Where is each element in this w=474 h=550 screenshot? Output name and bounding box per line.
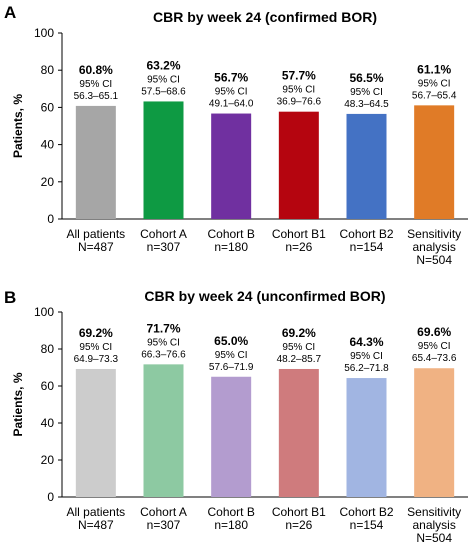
panel-b-y-tick-label: 100 [34, 305, 54, 319]
panel-b-category-label: analysis [412, 518, 455, 532]
panel-b-ci-range-label: 57.6–71.9 [209, 362, 254, 373]
panel-a-bar [75, 105, 116, 219]
panel-a-category-label: n=26 [285, 240, 312, 254]
panel-a-category-label: All patients [66, 227, 125, 241]
panel-b-data-label: 64.3% [349, 335, 383, 349]
panel-a-category-label: N=487 [78, 240, 114, 254]
panel-a-ci-range-label: 56.7–65.4 [412, 90, 457, 101]
panel-a-y-tick-label: 100 [34, 26, 54, 40]
panel-b-category-label: n=154 [350, 518, 384, 532]
panel-a-ci-range-label: 48.3–64.5 [344, 99, 389, 110]
panel-b-category-label: Cohort B2 [339, 505, 393, 519]
panel-a-data-label: 63.2% [146, 58, 180, 72]
panel-a-y-tick-label: 40 [41, 138, 55, 152]
panel-a-data-label: 61.1% [417, 62, 451, 76]
panel-b-category-label: All patients [66, 505, 125, 519]
panel-b-bar [346, 378, 387, 497]
panel-a-category-label: n=180 [214, 240, 248, 254]
panel-a-bar [143, 101, 184, 219]
panel-a-data-label: 60.8% [79, 63, 113, 77]
panel-b-ci-range-label: 66.3–76.6 [141, 349, 186, 360]
panel-a-category-label: Cohort B [207, 227, 254, 241]
panel-b-title: CBR by week 24 (unconfirmed BOR) [144, 288, 385, 304]
panel-a-bar [414, 105, 455, 219]
panel-a-y-axis-label: Patients, % [11, 94, 25, 158]
panel-b-ci-label: 95% CI [282, 342, 315, 353]
panel-a-ci-label: 95% CI [282, 85, 315, 96]
panel-a-category-label: analysis [412, 240, 455, 254]
panel-a-ci-label: 95% CI [350, 87, 383, 98]
panel-b-y-tick-label: 60 [41, 379, 55, 393]
panel-b-ci-label: 95% CI [418, 341, 451, 352]
panel-a-ci-label: 95% CI [418, 78, 451, 89]
panel-b-bar [75, 368, 116, 497]
panel-b-data-label: 65.0% [214, 334, 248, 348]
panel-b-ci-range-label: 65.4–73.6 [412, 353, 457, 364]
panel-b-y-tick-label: 80 [41, 342, 55, 356]
panel-b-category-label: N=504 [416, 531, 452, 545]
panel-a-data-label: 57.7% [282, 69, 316, 83]
panel-a-category-label: Cohort B1 [272, 227, 326, 241]
panel-a-category-label: Sensitivity [407, 227, 461, 241]
panel-a-data-label: 56.5% [349, 71, 383, 85]
panel-b-bar [211, 376, 252, 497]
panel-a-y-tick-label: 20 [41, 175, 55, 189]
panel-a-category-label: N=504 [416, 253, 452, 267]
panel-b-bar [414, 368, 455, 497]
panel-b-data-label: 69.2% [79, 326, 113, 340]
panel-a-category-label: n=154 [350, 240, 384, 254]
panel-a-category-label: n=307 [147, 240, 181, 254]
panel-a-ci-range-label: 49.1–64.0 [209, 99, 254, 110]
panel-a-y-tick-label: 60 [41, 100, 55, 114]
panel-a-letter: A [4, 3, 16, 22]
panel-b-ci-label: 95% CI [350, 351, 383, 362]
panel-b-data-label: 69.2% [282, 326, 316, 340]
panel-a-ci-label: 95% CI [215, 87, 248, 98]
panel-a-ci-label: 95% CI [147, 74, 180, 85]
panel-b-category-label: N=487 [78, 518, 114, 532]
panel-b-category-label: n=180 [214, 518, 248, 532]
panel-b-category-label: Cohort A [140, 505, 187, 519]
panel-b-y-axis-label: Patients, % [11, 372, 25, 436]
panel-a-title: CBR by week 24 (confirmed BOR) [153, 9, 377, 25]
panel-a-y-tick-label: 80 [41, 63, 55, 77]
panel-a-bar [211, 113, 252, 219]
panel-b-ci-label: 95% CI [79, 342, 112, 353]
panel-b-bar [143, 364, 184, 497]
panel-b-category-label: n=26 [285, 518, 312, 532]
panel-b-ci-label: 95% CI [147, 337, 180, 348]
panel-b-bar [278, 368, 319, 497]
panel-b-category-label: n=307 [147, 518, 181, 532]
panel-a: A CBR by week 24 (confirmed BOR) Patient… [4, 3, 468, 267]
panel-a-ci-label: 95% CI [79, 79, 112, 90]
panel-b-y-tick-label: 40 [41, 416, 55, 430]
panel-b-ci-range-label: 56.2–71.8 [344, 363, 389, 374]
panel-b-data-label: 71.7% [146, 321, 180, 335]
panel-a-ci-range-label: 36.9–76.6 [277, 97, 322, 108]
panel-b-y-tick-label: 0 [47, 490, 54, 504]
panel-a-y-tick-label: 0 [47, 212, 54, 226]
panel-b-data-label: 69.6% [417, 325, 451, 339]
panel-b-letter: B [4, 288, 16, 307]
panel-b-category-label: Sensitivity [407, 505, 461, 519]
panel-a-bar [278, 111, 319, 219]
panel-a-data-label: 56.7% [214, 71, 248, 85]
panel-b-ci-range-label: 48.2–85.7 [277, 354, 322, 365]
panel-b: B CBR by week 24 (unconfirmed BOR) Patie… [4, 288, 468, 545]
panel-b-category-label: Cohort B1 [272, 505, 326, 519]
panel-a-category-label: Cohort B2 [339, 227, 393, 241]
panel-b-category-label: Cohort B [207, 505, 254, 519]
panel-b-ci-range-label: 64.9–73.3 [74, 354, 119, 365]
panel-a-category-label: Cohort A [140, 227, 187, 241]
panel-a-ci-range-label: 56.3–65.1 [74, 91, 119, 102]
panel-a-ci-range-label: 57.5–68.6 [141, 86, 186, 97]
panel-b-y-tick-label: 20 [41, 453, 55, 467]
panel-a-bar [346, 113, 387, 219]
panel-b-ci-label: 95% CI [215, 350, 248, 361]
